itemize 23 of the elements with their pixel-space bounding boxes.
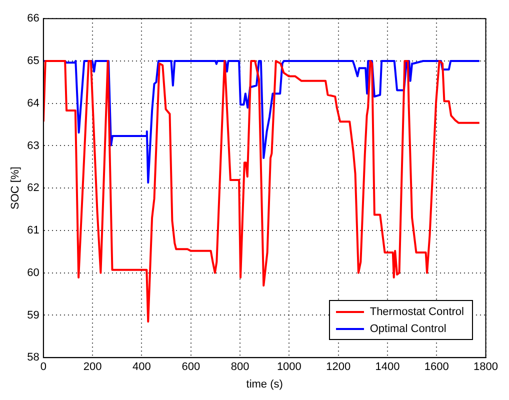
- x-tick-label: 1000: [276, 361, 302, 374]
- x-tick-label: 800: [230, 361, 250, 374]
- x-tick-label: 400: [132, 361, 151, 374]
- x-tick-label: 0: [40, 361, 46, 374]
- y-axis-title: SOC [%]: [10, 166, 22, 210]
- x-tick-label: 1400: [375, 361, 400, 374]
- y-tick-label: 63: [27, 140, 40, 152]
- x-tick-label: 1800: [474, 361, 498, 374]
- legend-label: Optimal Control: [370, 322, 446, 334]
- x-tick-label: 200: [83, 361, 102, 374]
- y-tick-label: 60: [27, 266, 40, 279]
- legend-label: Thermostat Control: [370, 306, 464, 318]
- y-tick-label: 61: [27, 224, 40, 237]
- y-tick-label: 62: [27, 182, 40, 194]
- y-tick-label: 58: [27, 352, 40, 364]
- x-tick-label: 600: [182, 361, 200, 374]
- y-tick-label: 65: [27, 55, 40, 68]
- x-tick-label: 1600: [424, 361, 449, 374]
- y-tick-label: 64: [27, 97, 40, 110]
- y-tick-label: 66: [27, 12, 40, 25]
- x-axis-title: time (s): [246, 378, 283, 390]
- x-tick-label: 1200: [326, 361, 351, 374]
- y-tick-label: 59: [27, 309, 40, 322]
